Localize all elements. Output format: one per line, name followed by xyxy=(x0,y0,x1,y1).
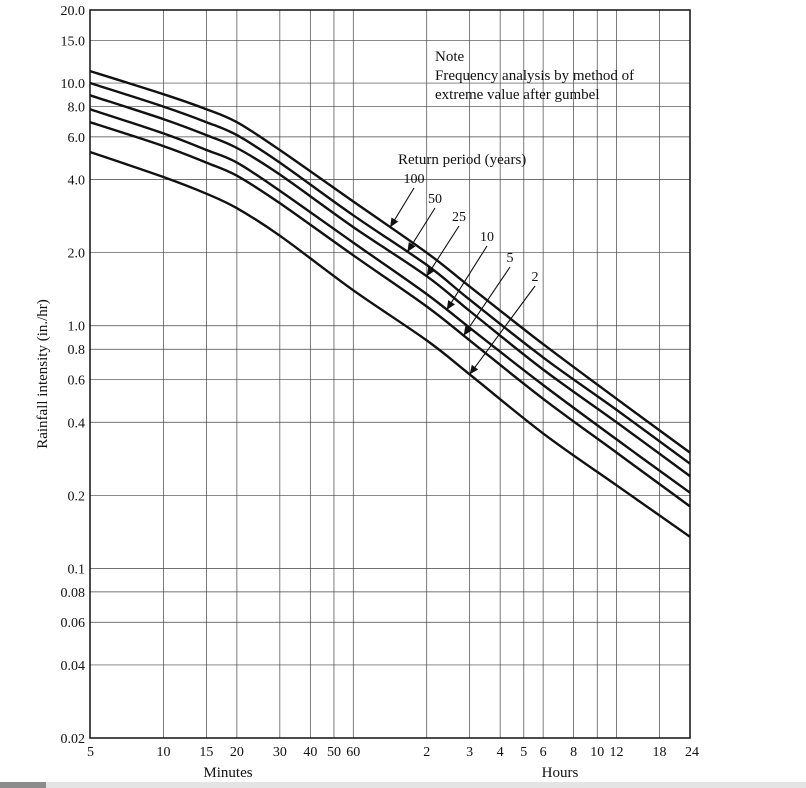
curve-25-year xyxy=(89,94,691,478)
x-axis-title-hours: Hours xyxy=(542,765,579,781)
scrollbar-thumb[interactable] xyxy=(0,782,46,788)
y-tick-label: 2.0 xyxy=(68,247,86,262)
leader-line-10 xyxy=(446,245,488,311)
x-tick-label: 12 xyxy=(610,745,624,760)
y-tick-label: 0.02 xyxy=(61,732,86,747)
legend-title: Return period (years) xyxy=(398,152,526,168)
x-tick-labels: 5 10 15 20 30 40 50 60 2 3 4 5 6 8 10 12 18 24 xyxy=(87,745,699,760)
grid-lines xyxy=(90,10,690,738)
leader-line-2 xyxy=(469,285,536,375)
note-line-1: Frequency analysis by method of xyxy=(435,68,634,84)
return-period-label-5: 5 xyxy=(507,251,514,266)
x-tick-label: 18 xyxy=(653,745,667,760)
y-tick-label: 6.0 xyxy=(68,131,86,146)
y-tick-label: 0.08 xyxy=(61,586,86,601)
leader-line-5 xyxy=(463,266,511,336)
x-tick-label: 3 xyxy=(466,745,473,760)
note-title: Note xyxy=(435,49,465,65)
x-tick-label: 10 xyxy=(156,745,170,760)
return-period-label-10: 10 xyxy=(480,230,494,245)
curve-50-year xyxy=(89,81,691,465)
y-tick-label: 0.8 xyxy=(68,343,86,358)
return-period-label-50: 50 xyxy=(428,192,442,207)
y-tick-labels: 20.0 15.0 10.0 8.0 6.0 4.0 2.0 1.0 0.8 0.6 0.4 0.2 0… xyxy=(61,4,86,747)
x-axis-title-minutes: Minutes xyxy=(203,765,252,781)
curve-2-year xyxy=(89,150,691,538)
x-tick-label: 8 xyxy=(570,745,577,760)
y-tick-label: 8.0 xyxy=(68,101,86,116)
y-axis-title: Rainfall intensity (in./hr) xyxy=(35,299,51,449)
y-tick-label: 4.0 xyxy=(68,174,86,189)
x-tick-label: 15 xyxy=(199,745,213,760)
x-tick-label: 24 xyxy=(685,745,699,760)
plot-frame xyxy=(89,9,691,739)
y-tick-label: 0.1 xyxy=(68,562,86,577)
return-period-label-2: 2 xyxy=(532,270,539,285)
curve-100-year xyxy=(89,69,691,454)
y-tick-label: 1.0 xyxy=(68,320,86,335)
return-period-label-25: 25 xyxy=(452,210,466,225)
leader-arrowhead-50 xyxy=(407,242,416,252)
x-tick-label: 2 xyxy=(423,745,430,760)
leader-arrowhead-100 xyxy=(390,217,399,228)
leader-arrowhead-5 xyxy=(463,325,472,336)
curves xyxy=(89,69,691,538)
x-tick-label: 40 xyxy=(303,745,317,760)
leader-arrowhead-2 xyxy=(469,364,479,375)
x-tick-label: 5 xyxy=(520,745,527,760)
x-tick-label: 60 xyxy=(346,745,360,760)
y-tick-label: 0.6 xyxy=(68,374,86,389)
y-tick-label: 0.4 xyxy=(68,416,86,431)
x-tick-label: 4 xyxy=(497,745,504,760)
x-tick-label: 10 xyxy=(590,745,604,760)
leader-line-25 xyxy=(426,225,460,277)
x-tick-label: 30 xyxy=(273,745,287,760)
y-tick-label: 20.0 xyxy=(61,4,86,19)
curve-10-year xyxy=(89,108,691,494)
y-tick-label: 15.0 xyxy=(61,34,86,49)
return-period-label-100: 100 xyxy=(404,172,425,187)
leader-arrowhead-10 xyxy=(446,300,455,310)
y-tick-label: 0.06 xyxy=(61,616,86,631)
note-annotation: Note Frequency analysis by method of ext… xyxy=(435,49,634,103)
y-tick-label: 10.0 xyxy=(61,77,86,92)
curve-5-year xyxy=(89,121,691,508)
x-tick-label: 50 xyxy=(327,745,341,760)
x-tick-label: 5 xyxy=(87,745,94,760)
leader-arrowhead-25 xyxy=(426,266,435,277)
note-line-2: extreme value after gumbel xyxy=(435,87,600,103)
x-tick-label: 20 xyxy=(230,745,244,760)
y-tick-label: 0.04 xyxy=(61,659,86,674)
y-tick-label: 0.2 xyxy=(68,489,86,504)
bottom-scrollbar[interactable] xyxy=(0,782,806,788)
x-tick-label: 6 xyxy=(540,745,547,760)
